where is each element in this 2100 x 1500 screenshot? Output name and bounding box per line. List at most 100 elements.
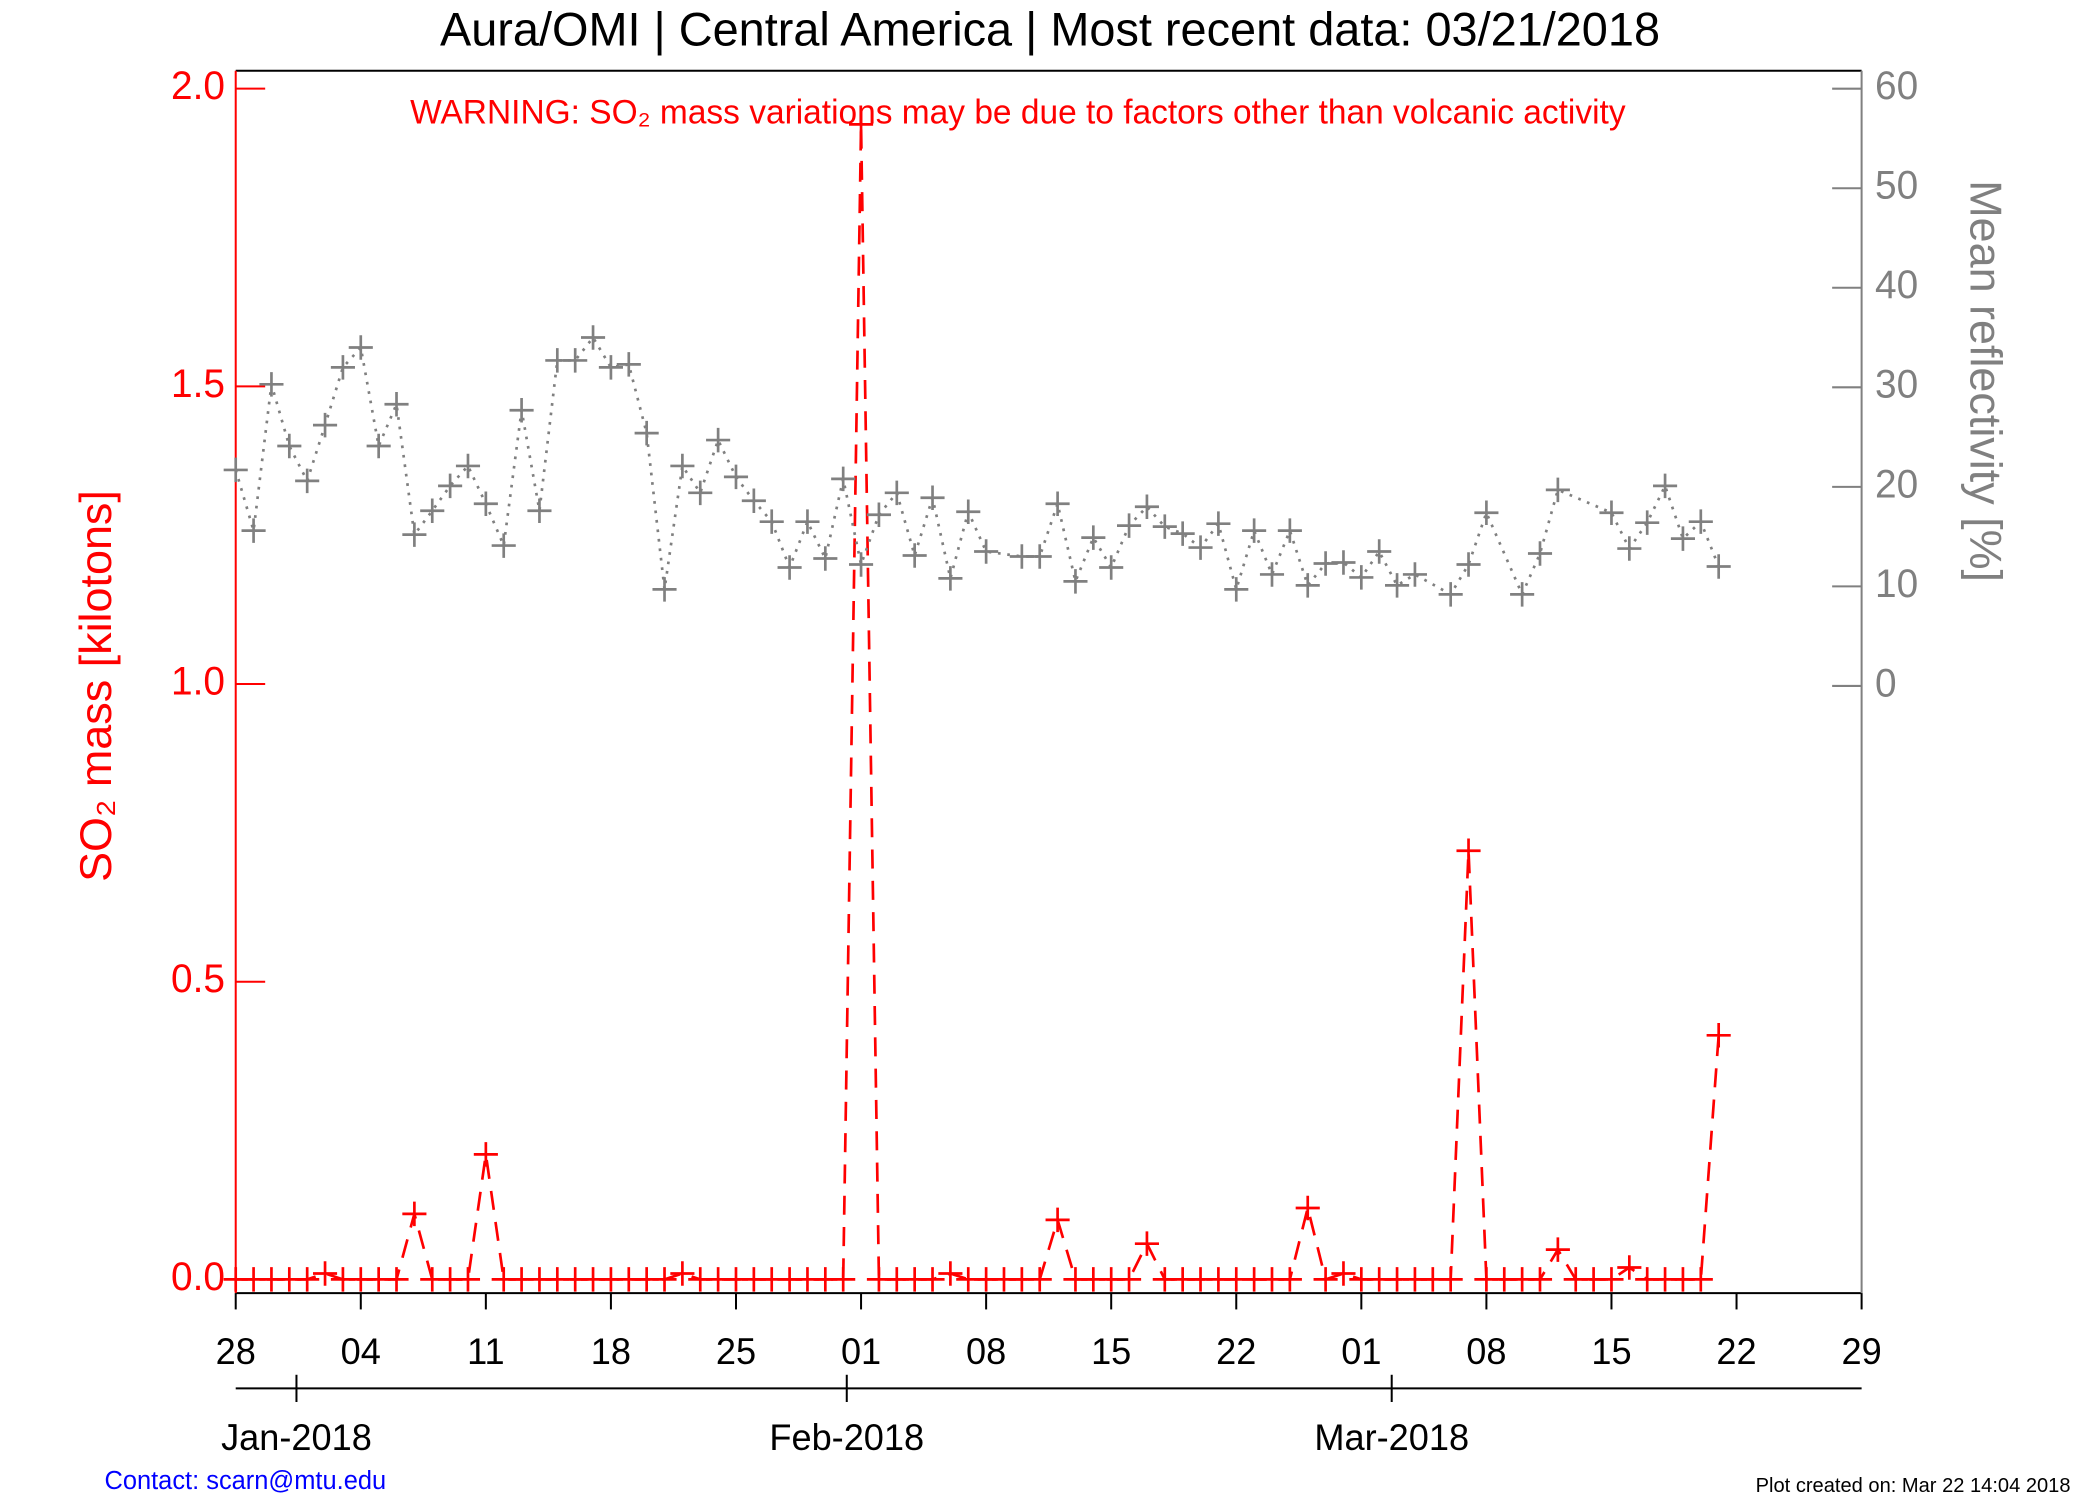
y2-tick-label: 30 <box>1875 363 1918 406</box>
x-tick-label: 15 <box>1591 1331 1631 1372</box>
data-point <box>1295 573 1320 598</box>
x-tick-label: 18 <box>591 1331 631 1372</box>
data-point <box>1438 582 1463 607</box>
data-point <box>1349 565 1374 590</box>
data-point <box>1134 494 1159 520</box>
data-point <box>580 325 606 350</box>
data-point <box>741 488 766 514</box>
data-point <box>634 420 659 446</box>
data-point <box>1313 1267 1338 1292</box>
data-point <box>1152 514 1177 539</box>
data-point <box>974 539 999 564</box>
data-point <box>563 348 588 373</box>
data-point <box>1527 1267 1553 1292</box>
data-point <box>1188 535 1213 560</box>
y-tick-label: 0.0 <box>171 1256 225 1299</box>
month-label: Jan-2018 <box>221 1417 372 1458</box>
data-point <box>312 412 338 438</box>
data-point <box>688 480 713 506</box>
data-point <box>1224 577 1249 602</box>
data-point <box>348 335 373 360</box>
x-tick-label: 01 <box>1341 1331 1381 1372</box>
data-point <box>849 112 874 137</box>
data-point <box>1456 838 1481 863</box>
data-point <box>420 498 445 523</box>
data-point <box>1099 555 1124 580</box>
data-point <box>598 355 623 380</box>
data-point <box>1474 500 1499 525</box>
data-point <box>706 427 731 453</box>
data-point <box>1706 1023 1731 1048</box>
x-tick-label: 08 <box>1466 1331 1506 1372</box>
y2-tick-label: 0 <box>1875 662 1897 705</box>
created-note: Plot created on: Mar 22 14:04 2018 <box>1756 1475 2071 1497</box>
x-tick-label: 11 <box>467 1331 505 1372</box>
data-point <box>1295 1195 1320 1221</box>
x-tick-label: 04 <box>341 1331 381 1372</box>
data-point <box>813 546 838 571</box>
data-point <box>1688 1267 1713 1292</box>
data-point <box>956 499 981 524</box>
data-point <box>652 577 677 602</box>
data-point <box>402 522 427 547</box>
data-point <box>509 397 534 423</box>
data-point <box>1027 544 1052 569</box>
data-point <box>1259 562 1285 587</box>
data-point <box>223 457 248 483</box>
series-line <box>235 124 1721 1282</box>
data-point <box>295 468 320 494</box>
data-point <box>1706 554 1731 579</box>
data-point <box>1027 1267 1052 1292</box>
x-tick-label: 22 <box>1716 1331 1756 1372</box>
data-point <box>1277 1267 1302 1292</box>
data-point <box>330 355 355 380</box>
data-point <box>938 566 963 591</box>
data-point <box>527 498 552 523</box>
data-point <box>831 1267 856 1292</box>
data-point <box>259 372 284 397</box>
y2-axis-label: Mean reflectivity [%] <box>1961 180 2010 582</box>
data-point <box>1331 1261 1356 1286</box>
data-point <box>1402 562 1427 587</box>
data-point <box>277 433 302 459</box>
data-point <box>438 473 463 499</box>
x-tick-label: 08 <box>966 1331 1006 1372</box>
data-point <box>759 509 784 534</box>
data-point <box>1117 1267 1142 1292</box>
x-tick-label: 22 <box>1216 1331 1256 1372</box>
data-point <box>849 552 874 577</box>
data-point <box>866 502 891 527</box>
y-tick-label: 0.5 <box>171 958 225 1001</box>
data-point <box>1617 1255 1642 1280</box>
data-point <box>366 433 391 459</box>
data-point <box>920 1267 945 1292</box>
data-point <box>1331 550 1356 575</box>
data-point <box>1545 1237 1570 1262</box>
data-point <box>1045 1207 1070 1233</box>
y2-tick-label: 50 <box>1875 164 1918 207</box>
data-point <box>1045 491 1070 517</box>
data-point <box>1117 513 1142 538</box>
data-point <box>384 1267 409 1292</box>
data-point <box>902 543 927 568</box>
data-point <box>241 518 266 543</box>
data-point <box>1688 509 1713 534</box>
x-tick-label: 28 <box>216 1331 256 1372</box>
y-tick-label: 1.5 <box>171 362 225 405</box>
data-point <box>1385 573 1410 598</box>
data-point <box>670 453 695 479</box>
data-point <box>312 1261 338 1286</box>
data-point <box>723 464 749 490</box>
data-point <box>1670 526 1695 551</box>
x-tick-label: 15 <box>1091 1331 1131 1372</box>
data-point <box>1170 521 1195 546</box>
data-point <box>616 352 641 377</box>
data-point <box>1277 518 1302 543</box>
data-point <box>920 485 945 511</box>
chart-title: Aura/OMI | Central America | Most recent… <box>440 3 1660 56</box>
data-point <box>1527 541 1553 566</box>
x-tick-label: 01 <box>841 1331 881 1372</box>
data-point <box>473 491 498 517</box>
data-point <box>1438 1267 1463 1292</box>
